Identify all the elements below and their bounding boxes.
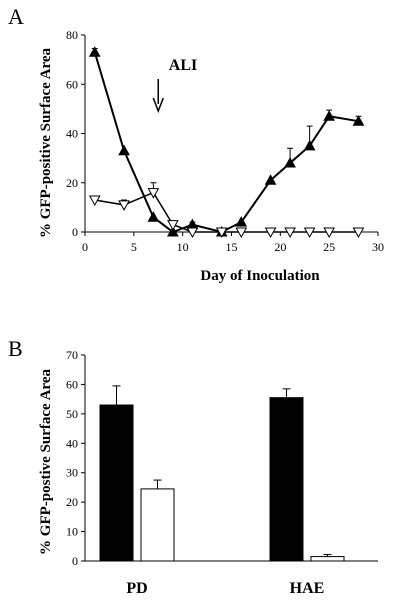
panel-a-x-tick-label: 30: [372, 240, 384, 254]
ali-arrow-head: [152, 97, 164, 114]
data-point: [235, 216, 248, 227]
panel-b-category-labels: PD HAE: [126, 580, 324, 597]
panel-b-y-tick-label: 50: [66, 407, 78, 421]
data-point: [264, 227, 277, 239]
panel-b-y-tick-label: 20: [66, 495, 78, 509]
data-point: [118, 144, 130, 156]
data-point: [323, 110, 336, 121]
category-label-hae: HAE: [290, 580, 325, 597]
panel-b-y-tick-label: 10: [66, 525, 78, 539]
panel-a-y-tick-label: 80: [66, 28, 78, 42]
ali-annotation-label: ALI: [169, 57, 197, 74]
data-point: [284, 227, 296, 239]
panel-a-x-tick-label: 20: [274, 240, 286, 254]
panel-b-y-tick-label: 60: [66, 377, 78, 391]
panel-a-y-tick-label: 40: [66, 127, 78, 141]
series-line: [93, 51, 359, 234]
panel-b-y-tick-label: 30: [66, 466, 78, 480]
panel-a-x-tick-label: 10: [177, 240, 189, 254]
panel-a-x-tick-label: 25: [323, 240, 335, 254]
panel-a-y-axis-title: % GFP-positive Surface Area: [38, 47, 54, 238]
data-point: [323, 227, 336, 239]
panel-a: A % GFP-positive Surface Area Day of Ino…: [8, 4, 384, 284]
panel-a-y-ticks: 0 20 40 60 80: [66, 28, 85, 239]
data-point: [235, 227, 248, 239]
panel-b: B % GFP-postive Surface Area 0 10 20 30 40 50…: [8, 336, 378, 597]
data-point: [186, 227, 199, 239]
data-point: [303, 139, 316, 151]
data-point: [215, 227, 228, 239]
data-point: [303, 227, 316, 239]
panel-b-y-ticks: 0 10 20 30 40 50 60 70: [66, 348, 85, 568]
data-point: [167, 225, 179, 237]
category-label-pd: PD: [126, 580, 147, 597]
data-point: [284, 157, 296, 168]
series-line: [94, 191, 359, 233]
panel-b-y-tick-label: 70: [66, 348, 78, 362]
data-point: [352, 227, 365, 239]
bar-pd-black: [99, 404, 134, 562]
data-point: [167, 220, 179, 231]
panel-a-series-0: [88, 46, 365, 237]
panel-a-letter: A: [8, 4, 24, 29]
panel-b-bars: [99, 385, 345, 562]
panel-a-series: [88, 46, 365, 239]
panel-a-x-tick-label: 5: [131, 240, 137, 254]
data-point: [118, 200, 130, 211]
data-point: [147, 188, 160, 199]
panel-a-series-1: [88, 182, 365, 239]
panel-b-y-axis-title: % GFP-postive Surface Area: [38, 369, 54, 555]
panel-a-x-ticks: 0 5 10 15 20 25 30: [82, 232, 384, 254]
data-point: [352, 115, 365, 126]
data-point: [186, 218, 199, 230]
data-point: [264, 174, 277, 185]
panel-a-y-tick-label: 0: [72, 225, 78, 239]
panel-a-y-tick-label: 20: [66, 176, 78, 190]
bar-pd-white: [140, 488, 175, 562]
panel-b-y-tick-label: 0: [72, 554, 78, 568]
data-point: [88, 195, 101, 207]
panel-a-x-axis-title: Day of Inoculation: [200, 268, 320, 284]
panel-b-letter: B: [8, 336, 23, 361]
panel-b-y-tick-label: 40: [66, 436, 78, 450]
panel-a-x-tick-label: 0: [82, 240, 88, 254]
panel-a-y-tick-label: 60: [66, 77, 78, 91]
bar-hae-white: [310, 556, 345, 562]
bar-hae-black: [269, 397, 304, 562]
data-point: [147, 211, 160, 222]
panel-a-x-tick-label: 15: [226, 240, 238, 254]
ali-arrow: [152, 79, 164, 114]
data-point: [88, 46, 101, 57]
